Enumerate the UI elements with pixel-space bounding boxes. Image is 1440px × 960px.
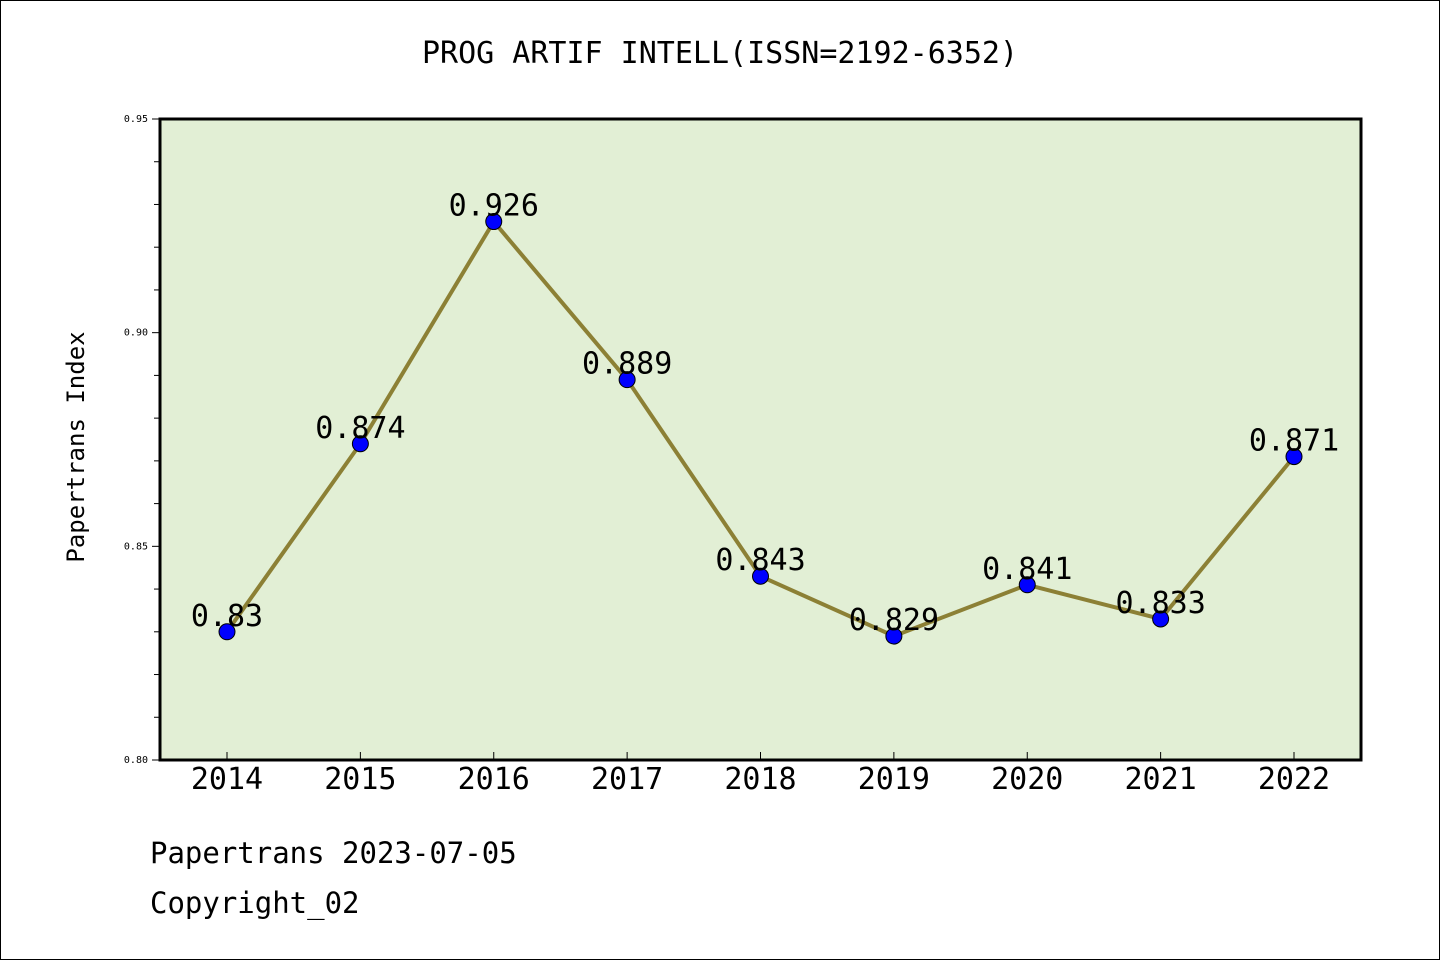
x-tick-label: 2020: [991, 762, 1063, 797]
footer-date: Papertrans 2023-07-05: [150, 836, 517, 870]
data-label: 0.841: [982, 552, 1072, 587]
data-label: 0.83: [191, 599, 263, 634]
data-label: 0.833: [1115, 586, 1205, 621]
data-label: 0.843: [715, 543, 805, 578]
y-tick-label: 0.80: [124, 755, 148, 766]
data-label: 0.889: [582, 347, 672, 382]
data-point: [218, 623, 236, 641]
y-tick-labels: 0.80 0.85 0.90 0.95: [124, 114, 148, 766]
data-point: [351, 435, 369, 453]
x-tick-label: 2016: [458, 762, 530, 797]
data-point: [752, 567, 769, 585]
x-tick-label: 2015: [324, 762, 396, 797]
footer-copyright: Copyright_02: [150, 886, 360, 920]
x-tick-label: 2021: [1125, 762, 1197, 797]
y-tick-label: 0.95: [124, 114, 148, 125]
data-label: 0.829: [849, 603, 939, 638]
data-point: [618, 371, 636, 389]
data-labels: 0.83 0.874 0.926 0.889 0.843 0.829 0.841 0.833 0…: [191, 189, 1339, 639]
y-tick-label: 0.90: [124, 328, 148, 339]
x-tick-label: 2019: [858, 762, 930, 797]
x-tick-labels: 2014 2015 2016 2017 2018 2019 2020 2021 2022: [191, 762, 1330, 797]
y-axis-label: Papertrans Index: [62, 331, 90, 562]
data-point: [1285, 448, 1303, 466]
data-point: [885, 627, 903, 645]
data-label: 0.871: [1249, 424, 1339, 459]
x-tick-label: 2017: [591, 762, 663, 797]
x-tick-label: 2018: [724, 762, 796, 797]
x-tick-label: 2022: [1258, 762, 1330, 797]
x-tick-label: 2014: [191, 762, 263, 797]
y-tick-label: 0.85: [124, 541, 148, 552]
data-points: [218, 213, 1303, 645]
plot-border: [158, 117, 1363, 762]
data-point: [485, 213, 503, 231]
data-point: [1152, 610, 1170, 628]
data-point: [1018, 576, 1036, 594]
chart-title: PROG ARTIF INTELL(ISSN=2192-6352): [421, 36, 1019, 71]
data-label: 0.874: [315, 411, 405, 446]
data-label: 0.926: [449, 189, 539, 224]
